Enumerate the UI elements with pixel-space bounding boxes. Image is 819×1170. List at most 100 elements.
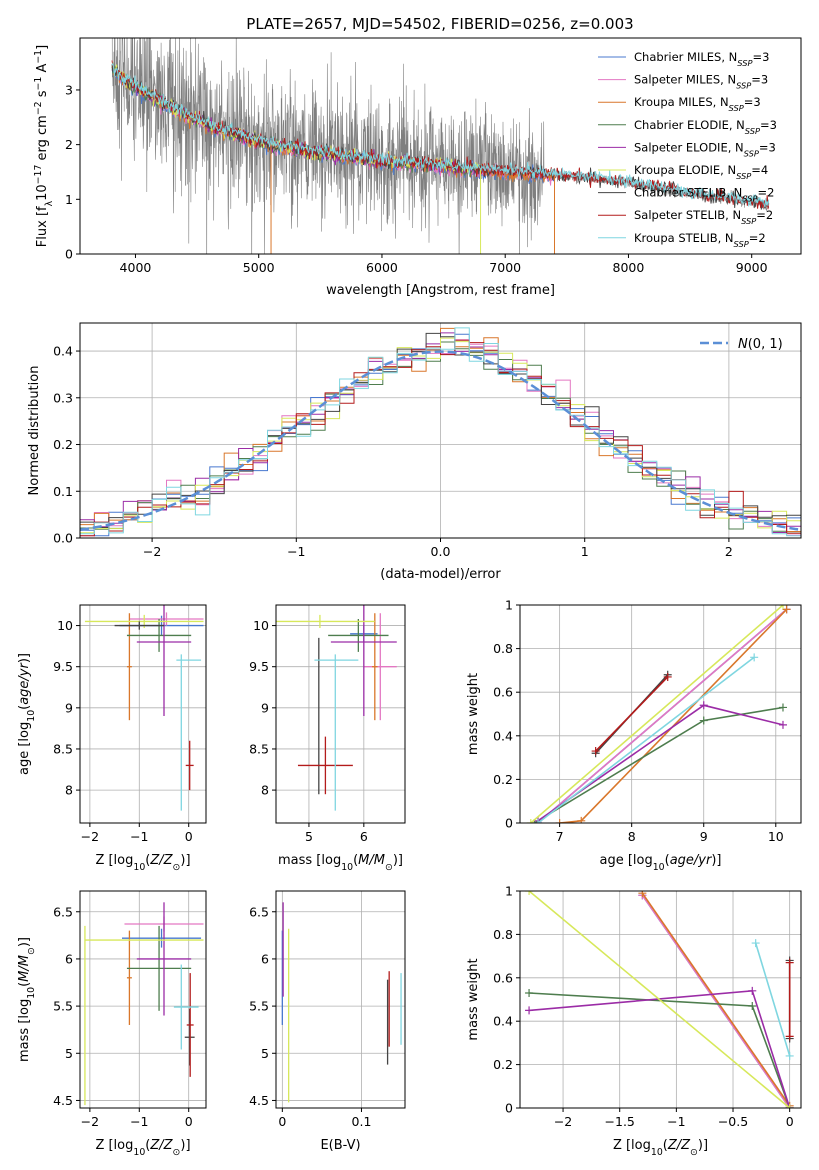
weight-marker: [638, 891, 647, 898]
age-vs-z-frame: [79, 604, 207, 824]
weight-marker: [751, 939, 760, 948]
legend-entry: Chabrier STELIB, NSSP=2: [634, 186, 774, 204]
y-tick-label: 1: [65, 192, 73, 207]
y-axis-label: mass weight: [466, 673, 481, 755]
x-tick-label: 0.1: [352, 1114, 372, 1129]
y-tick-label: 3: [65, 82, 73, 97]
errorbar-point: [114, 621, 164, 630]
x-tick-label: 4000: [120, 260, 152, 275]
weight-marker: [748, 986, 757, 995]
errorbar-point: [372, 613, 378, 721]
errorbar-point: [330, 605, 397, 717]
y-tick-label: 2: [65, 137, 73, 152]
errorbar-point: [129, 612, 204, 626]
residuals-plot: [80, 327, 801, 537]
x-axis-label: age [log10(age/yr)]: [599, 853, 721, 873]
x-tick-label: 7000: [489, 260, 521, 275]
x-tick-label: 0: [185, 1114, 193, 1129]
y-tick-label: 6.5: [249, 904, 269, 919]
errorbar-point: [136, 605, 192, 717]
y-tick-label: 0.4: [53, 344, 73, 359]
x-tick-label: 5000: [243, 260, 275, 275]
legend-entry: Salpeter ELODIE, NSSP=3: [634, 140, 776, 158]
x-axis-label: mass [log10(M/M⊙)]: [278, 853, 403, 873]
y-tick-label: 0.2: [493, 772, 513, 787]
errorbar-point: [297, 736, 353, 795]
figure-title: PLATE=2657, MJD=54502, FIBERID=0256, z=0…: [246, 15, 633, 33]
weight-marker: [525, 988, 534, 997]
y-tick-label: 8.5: [249, 741, 269, 756]
y-axis-label: Normed distribution: [27, 366, 42, 496]
histogram-chabrier-stelib: [80, 332, 801, 528]
y-tick-label: 8.5: [53, 741, 73, 756]
weight-line-kroupa-stelib: [537, 656, 755, 823]
errorbar-point: [276, 614, 375, 629]
y-tick-label: 0.2: [53, 437, 73, 452]
weight-vs-age-plot: [526, 605, 791, 823]
age-vs-z-plot: [84, 605, 204, 811]
y-tick-label: 0: [65, 247, 73, 262]
weight-marker: [785, 1032, 794, 1041]
y-axis-label: age [log10(age/yr)]: [17, 653, 37, 775]
x-axis-label: Z [log10(Z/Z⊙)]: [95, 1138, 190, 1158]
y-tick-label: 5: [261, 1046, 269, 1061]
errorbar-point: [186, 973, 194, 1077]
y-tick-label: 1: [505, 598, 513, 613]
y-tick-label: 0: [505, 1101, 513, 1116]
weight-vs-age-frame: [519, 604, 802, 824]
weight-marker: [748, 1002, 757, 1011]
errorbar-point: [126, 930, 132, 1025]
weight-vs-z-plot: [525, 891, 794, 1108]
x-tick-label: −1: [287, 544, 305, 559]
mass-vs-ebv-frame: [275, 890, 406, 1109]
x-tick-label: −1: [667, 1114, 685, 1129]
age-vs-mass-axes: 5 6 8 8.5 9 9.5 10 mass [log10(M/M⊙)]: [249, 604, 406, 873]
weight-line-kroupa-miles: [559, 608, 788, 823]
x-tick-label: 2: [725, 544, 733, 559]
x-tick-label: 0.0: [431, 544, 451, 559]
legend-entry: Chabrier MILES, NSSP=3: [634, 50, 769, 68]
residuals-axes: −2 −1 0.0 1 2 0.0 0.1 0.2 0.3 0.4 N(0, 1) (data-mod…: [27, 322, 802, 582]
y-tick-label: 0.1: [53, 484, 73, 499]
x-tick-label: 0: [786, 1114, 794, 1129]
errorbar-point: [328, 618, 389, 652]
weight-marker: [577, 816, 586, 823]
weight-marker: [526, 819, 535, 823]
weight-marker: [750, 653, 759, 662]
weight-marker: [785, 1051, 794, 1060]
x-axis-label: E(B-V): [320, 1138, 360, 1153]
y-axis-label: mass [log10(M/M⊙)]: [17, 937, 37, 1062]
mass-vs-ebv-axes: 0 0.1 4.5 5 5.5 6 6.5 E(B-V): [249, 890, 406, 1153]
weight-marker: [778, 720, 787, 729]
x-tick-label: −0.5: [718, 1114, 748, 1129]
y-axis-label: mass weight: [466, 958, 481, 1040]
age-vs-mass-frame: [275, 604, 406, 824]
mass-vs-z-plot: [84, 902, 204, 1106]
legend-entry: Kroupa MILES, NSSP=3: [634, 95, 761, 113]
y-tick-label: 0.0: [53, 531, 73, 546]
x-tick-label: −2: [554, 1114, 572, 1129]
y-tick-label: 5.5: [53, 999, 73, 1014]
weight-line-kroupa-elodie: [528, 891, 791, 1108]
y-tick-label: 0.6: [493, 685, 513, 700]
y-axis-label: Flux [fλ10−17 erg cm−2 s−1 A−1]: [33, 45, 55, 247]
weight-vs-z-axes: −2 −1.5 −1 −0.5 0 0 0.2 0.4 0.6 0.8 1 Z [log10(Z/Z⊙…: [466, 884, 802, 1158]
y-tick-label: 9.5: [249, 659, 269, 674]
y-tick-label: 6: [261, 951, 269, 966]
x-axis-label: wavelength [Angstrom, rest frame]: [326, 283, 555, 298]
y-tick-label: 9.5: [53, 659, 73, 674]
y-tick-label: 0.3: [53, 390, 73, 405]
weight-line-salpeter-miles: [537, 608, 788, 823]
weight-line-salpeter-elodie: [537, 704, 784, 822]
x-axis-label: Z [log10(Z/Z⊙)]: [95, 853, 190, 873]
weight-marker: [555, 819, 564, 823]
spectrum-legend: Chabrier MILES, NSSP=3 Salpeter MILES, NS…: [598, 50, 777, 249]
y-tick-label: 9: [261, 700, 269, 715]
y-tick-label: 6.5: [53, 904, 73, 919]
y-tick-label: 6: [65, 951, 73, 966]
y-tick-label: 9: [65, 700, 73, 715]
mass-vs-z-frame: [79, 890, 207, 1109]
legend-entry: Kroupa ELODIE, NSSP=4: [634, 163, 768, 181]
x-tick-label: 7: [556, 829, 564, 844]
